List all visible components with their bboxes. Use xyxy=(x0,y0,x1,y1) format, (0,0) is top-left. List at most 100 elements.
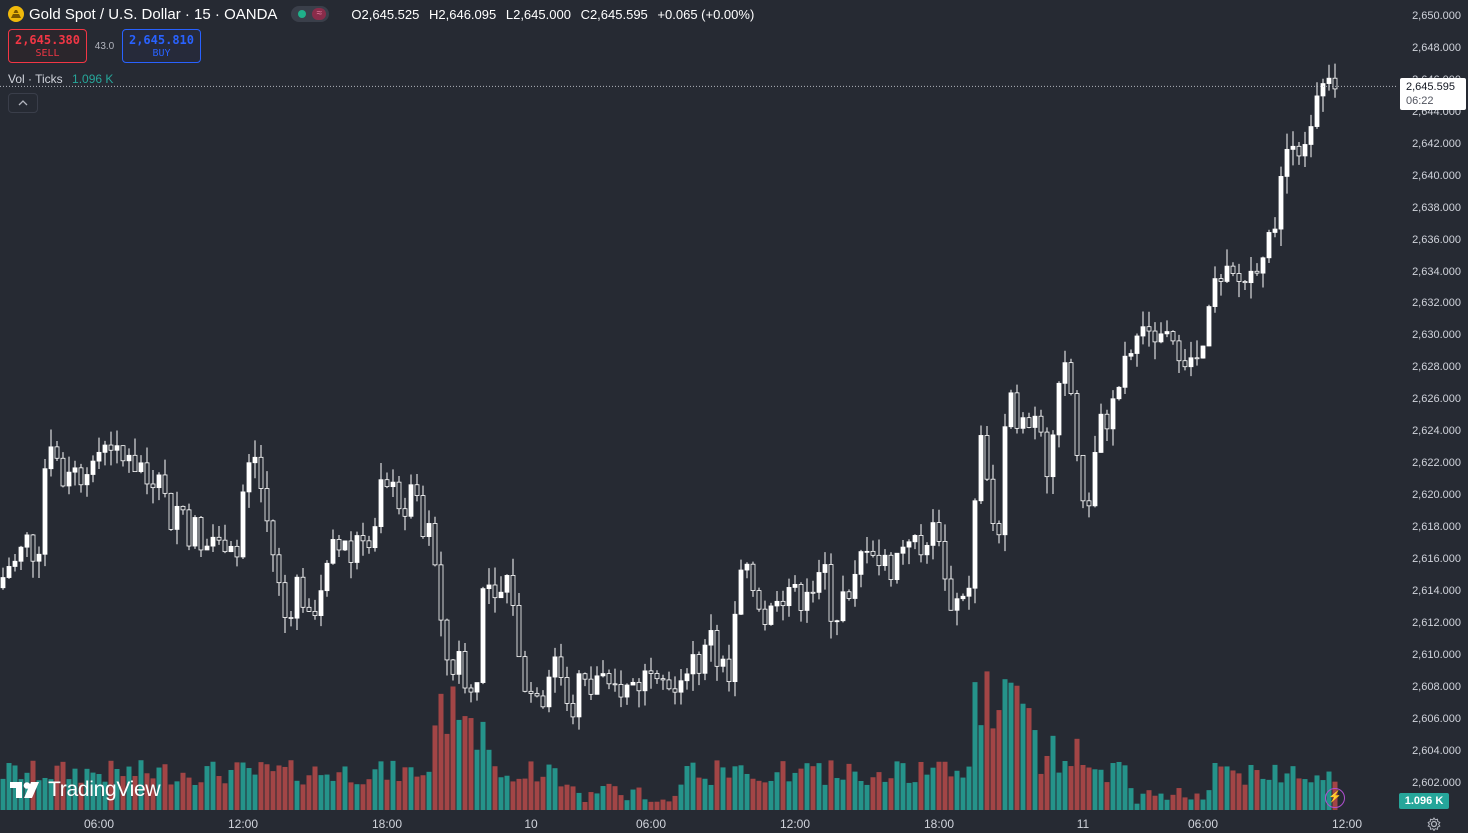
candle-body xyxy=(858,551,864,575)
candle-body xyxy=(612,683,618,686)
volume-bar xyxy=(342,766,348,810)
candle-body xyxy=(636,681,642,692)
volume-bar xyxy=(876,772,882,810)
volume-bar xyxy=(1182,797,1188,810)
candle-body xyxy=(72,467,78,473)
price-tick-label: 2,608.000 xyxy=(1412,680,1461,693)
volume-bar xyxy=(264,764,270,810)
volume-bar xyxy=(108,760,114,810)
price-chart[interactable] xyxy=(0,0,1397,812)
settings-icon[interactable] xyxy=(1426,817,1442,832)
volume-bar xyxy=(738,765,744,810)
gold-symbol-icon xyxy=(8,6,24,22)
volume-bar xyxy=(438,693,444,810)
volume-bar xyxy=(984,671,990,810)
candle-body xyxy=(744,563,750,571)
candle-body xyxy=(420,495,426,538)
candle-body xyxy=(1176,340,1182,362)
volume-legend[interactable]: Vol · Ticks 1.096 K xyxy=(8,72,113,86)
volume-bar xyxy=(828,760,834,810)
volume-bar xyxy=(1104,782,1110,810)
price-tick-label: 2,634.000 xyxy=(1412,265,1461,278)
volume-indicator-value: 1.096 K xyxy=(72,72,114,86)
candle-body xyxy=(546,676,552,708)
volume-bar xyxy=(330,780,336,810)
candle-body xyxy=(396,481,402,510)
volume-bar xyxy=(1284,773,1290,810)
volume-bar xyxy=(522,778,528,810)
volume-bar xyxy=(72,768,78,810)
candle-body xyxy=(600,673,606,677)
tradingview-logo[interactable]: TradingView xyxy=(10,778,161,802)
lightning-icon[interactable]: ⚡ xyxy=(1325,788,1345,808)
candle-body xyxy=(1008,392,1014,428)
volume-bar xyxy=(996,710,1002,810)
volume-bar xyxy=(354,784,360,810)
market-status[interactable]: ≈ xyxy=(291,6,330,22)
candle-body xyxy=(1314,95,1320,127)
candle-body xyxy=(48,446,54,470)
candle-body xyxy=(1038,415,1044,433)
candle-body xyxy=(588,678,594,695)
symbol-header[interactable]: Gold Spot / U.S. Dollar · 15 · OANDA ≈ O… xyxy=(8,4,760,24)
sell-button[interactable]: 2,645.380 SELL xyxy=(8,29,87,63)
candle-body xyxy=(690,654,696,675)
price-tick-label: 2,630.000 xyxy=(1412,329,1461,342)
volume-bar xyxy=(1140,793,1146,810)
volume-bar xyxy=(678,784,684,810)
candle-body xyxy=(0,577,6,589)
candle-body xyxy=(126,454,132,462)
candle-body xyxy=(570,703,576,718)
volume-bar xyxy=(426,771,432,810)
candle-body xyxy=(750,563,756,591)
volume-bar xyxy=(204,766,210,810)
volume-bar xyxy=(882,781,888,810)
symbol-title[interactable]: Gold Spot / U.S. Dollar · 15 · OANDA xyxy=(29,5,278,23)
candle-body xyxy=(210,536,216,547)
price-tick-label: 2,636.000 xyxy=(1412,233,1461,246)
volume-bar xyxy=(1128,788,1134,810)
price-axis[interactable]: 2,650.0002,648.0002,646.0002,644.0002,64… xyxy=(1397,0,1468,812)
volume-bar xyxy=(1158,793,1164,810)
candle-body xyxy=(390,481,396,488)
candle-body xyxy=(726,658,732,683)
volume-bar xyxy=(252,774,258,810)
candle-body xyxy=(468,687,474,693)
price-tick-label: 2,606.000 xyxy=(1412,712,1461,725)
candle-body xyxy=(930,522,936,546)
candle-body xyxy=(594,675,600,695)
candle-body xyxy=(528,690,534,694)
volume-bar xyxy=(672,795,678,810)
volume-bar xyxy=(6,763,12,810)
candle-body xyxy=(852,573,858,599)
candle-body xyxy=(114,445,120,451)
candle-body xyxy=(1218,278,1224,282)
last-price-tag: 2,645.595 06:22 xyxy=(1400,78,1466,110)
time-axis[interactable]: 06:00 12:00 18:00 10 06:00 12:00 18:00 11 06:00 1… xyxy=(0,812,1397,833)
candle-body xyxy=(1320,83,1326,97)
volume-bar xyxy=(612,786,618,810)
volume-bar xyxy=(774,772,780,810)
candle-body xyxy=(414,484,420,496)
volume-value-tag: 1.096 K xyxy=(1399,793,1449,809)
volume-bar xyxy=(510,781,516,810)
volume-bar xyxy=(36,780,42,810)
candle-body xyxy=(510,574,516,606)
volume-bar xyxy=(1092,769,1098,810)
buy-button[interactable]: 2,645.810 BUY xyxy=(122,29,201,63)
volume-bar xyxy=(210,761,216,810)
volume-bar xyxy=(1038,773,1044,810)
volume-bar xyxy=(858,780,864,810)
volume-bar xyxy=(696,777,702,810)
collapse-legend-button[interactable] xyxy=(8,93,38,113)
volume-bars xyxy=(0,671,1338,810)
candle-body xyxy=(732,613,738,683)
time-tick-label: 10 xyxy=(524,817,538,831)
candle-body xyxy=(486,584,492,590)
candle-body xyxy=(834,620,840,623)
volume-bar xyxy=(504,775,510,810)
candle-body xyxy=(1002,426,1008,536)
candle-body xyxy=(78,467,84,486)
candle-body xyxy=(846,591,852,599)
volume-bar xyxy=(1206,790,1212,810)
